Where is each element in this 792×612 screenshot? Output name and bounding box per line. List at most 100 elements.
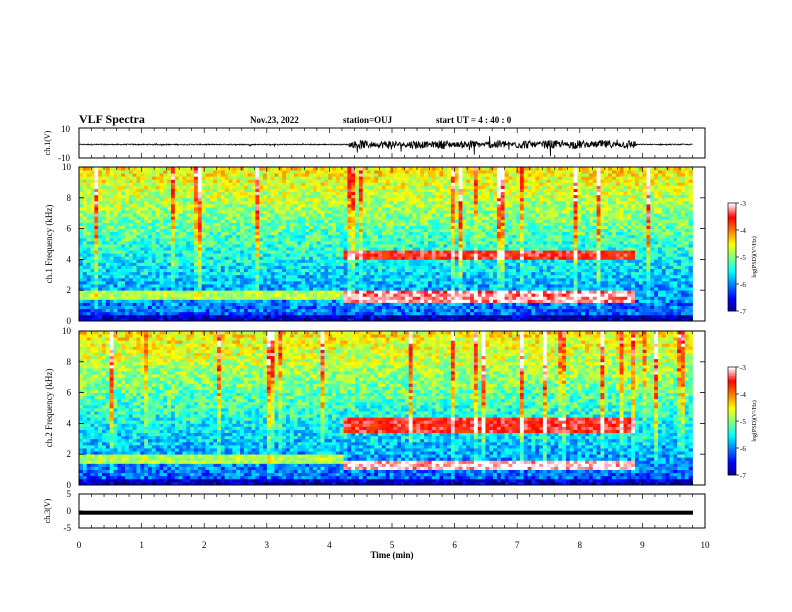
spectrogram-cell [324, 296, 329, 300]
spectrogram-cell [209, 240, 214, 245]
spectrogram-cell [86, 179, 91, 183]
spectrogram-cell [128, 302, 134, 306]
spectrogram-cell [305, 302, 310, 306]
spectrogram-cell [435, 280, 440, 285]
spectrogram-cell [144, 280, 149, 285]
spectrogram-cell [309, 277, 314, 282]
spectrogram-cell [393, 240, 398, 245]
spectrogram-cell [443, 228, 448, 233]
spectrogram-cell [79, 182, 84, 186]
spectrogram-cell [401, 268, 406, 273]
spectrogram-cell [439, 207, 444, 211]
spectrogram-cell [278, 167, 283, 171]
spectrogram-cell [385, 228, 390, 233]
spectrogram-cell [217, 216, 222, 220]
spectrogram-cell [316, 290, 321, 294]
spectrogram-cell [186, 302, 191, 306]
spectrogram-cell [128, 225, 134, 229]
spectrogram-cell [381, 317, 387, 322]
spectrogram-cell [401, 173, 406, 177]
spectrogram-cell [389, 308, 394, 313]
spectrogram-cell [186, 219, 191, 223]
spectrogram-cell [424, 222, 429, 226]
spectrogram-cell [385, 296, 390, 300]
spectrogram-cell [224, 240, 229, 245]
spectrogram-cell [128, 240, 134, 245]
spectrogram-cell [148, 293, 153, 297]
spectrogram-cell [109, 259, 114, 263]
spectrogram-cell [217, 296, 222, 300]
spectrogram-cell [270, 231, 275, 236]
spectrogram-cell [174, 247, 180, 251]
spectrogram-cell [370, 259, 375, 263]
spectrogram-cell [186, 234, 191, 239]
spectrogram-cell [332, 216, 337, 220]
spectrogram-cell [86, 219, 91, 223]
spectrogram-cell [205, 222, 210, 226]
spectrogram-cell [374, 207, 379, 211]
spectrogram-cell [105, 182, 111, 186]
spectrogram-cell [420, 317, 425, 322]
spectrogram-cell [109, 262, 114, 266]
spectrogram-cell [312, 219, 318, 223]
spectrogram-cell [132, 308, 137, 313]
spectrogram-cell [224, 296, 229, 300]
spectrogram-cell [293, 188, 298, 193]
spectrogram-cell [266, 219, 272, 223]
spectrogram-cell [79, 296, 84, 300]
spectrogram-cell [370, 197, 375, 202]
spectrogram-cell [355, 314, 360, 319]
spectrogram-cell [82, 277, 88, 282]
spectrogram-cell [82, 240, 88, 245]
spectrogram-cell [393, 176, 398, 180]
spectrogram-cell [136, 200, 141, 205]
spectrogram-cell [324, 173, 329, 177]
spectrogram-cell [167, 280, 172, 285]
spectrogram-cell [132, 200, 137, 205]
ch1-waveform-panel: 10 -10 ch.1(V) [43, 124, 706, 163]
spectrogram-cell [247, 277, 252, 282]
spectrogram-cell [159, 167, 164, 171]
spectrogram-cell [378, 207, 383, 211]
spectrogram-cell [94, 219, 99, 223]
spectrogram-cell [431, 284, 436, 288]
spectrogram-cell [274, 262, 279, 266]
spectrogram-cell [190, 265, 195, 270]
spectrogram-cell [113, 191, 118, 196]
spectrogram-cell [343, 207, 348, 211]
spectrogram-cell [435, 314, 440, 319]
spectrogram-cell [90, 231, 95, 236]
spectrogram-cell [151, 207, 157, 211]
spectrogram-cell [381, 185, 387, 189]
spectrogram-cell [408, 268, 413, 273]
spectrogram-cell [309, 296, 314, 300]
spectrogram-cell [393, 222, 398, 226]
spectrogram-cell [148, 234, 153, 239]
spectrogram-cell [393, 250, 398, 254]
spectrogram-cell [320, 179, 325, 183]
spectrogram-cell [109, 271, 114, 276]
spectrogram-cell [266, 222, 272, 226]
spectrogram-cell [374, 231, 379, 236]
spectrogram-cell [98, 219, 103, 223]
spectrogram-cell [121, 305, 126, 310]
spectrogram-cell [167, 253, 172, 257]
spectrogram-cell [366, 185, 371, 189]
spectrogram-cell [182, 237, 187, 242]
spectrogram-cell [343, 284, 348, 288]
spectrogram-cell [316, 200, 321, 205]
spectrogram-cell [263, 296, 268, 300]
spectrogram-cell [278, 296, 283, 300]
spectrogram-cell [420, 225, 425, 229]
spectrogram-cell [240, 305, 245, 310]
spectrogram-cell [178, 253, 183, 257]
spectrogram-cell [163, 299, 168, 303]
spectrogram-cell [263, 213, 268, 217]
spectrogram-cell [197, 308, 203, 313]
spectrogram-cell [412, 200, 417, 205]
spectrogram-cell [332, 274, 337, 279]
spectrogram-cell [427, 167, 433, 171]
spectrogram-cell [370, 219, 375, 223]
spectrogram-cell [228, 317, 233, 322]
spectrogram-cell [355, 222, 360, 226]
